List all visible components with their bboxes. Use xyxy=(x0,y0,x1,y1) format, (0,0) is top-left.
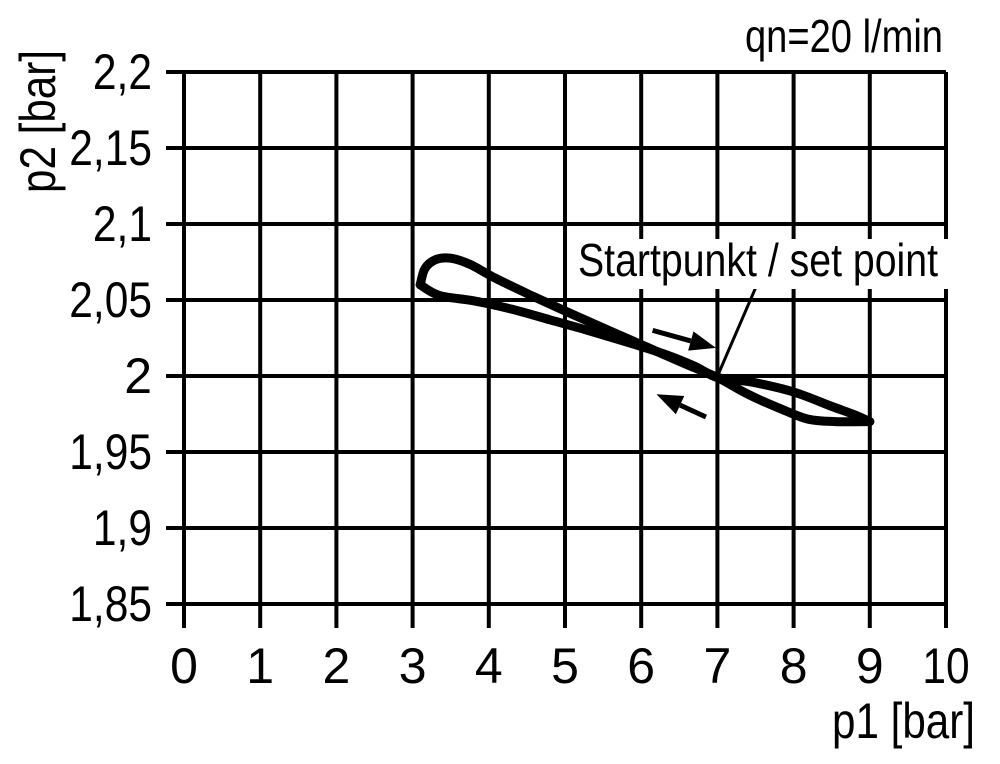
x-tick-label: 2 xyxy=(322,638,350,694)
y-tick-label: 2,1 xyxy=(93,196,152,252)
x-tick-label: 8 xyxy=(780,638,808,694)
setpoint-leader-line xyxy=(716,285,758,376)
hysteresis-curve xyxy=(415,253,875,427)
y-tick-label: 1,85 xyxy=(69,576,152,632)
x-tick-label: 7 xyxy=(703,638,731,694)
setpoint-annotation: Startpunkt / set point xyxy=(570,234,952,289)
x-tick-label: 6 xyxy=(627,638,655,694)
y-tick-label: 2 xyxy=(124,348,152,404)
arrow-head xyxy=(688,331,716,351)
y-tick-label: 2,15 xyxy=(69,120,152,176)
x-tick-label: 0 xyxy=(170,638,198,694)
x-tick-label: 4 xyxy=(475,638,503,694)
y-tick-label: 1,9 xyxy=(93,500,152,556)
y-tick-label: 1,95 xyxy=(69,424,152,480)
forward-direction-arrow xyxy=(651,327,716,351)
x-tick-label: 9 xyxy=(856,638,884,694)
x-tick-label: 10 xyxy=(922,638,969,694)
y-tick-label: 2,2 xyxy=(93,44,152,100)
arrow-shaft xyxy=(651,327,692,344)
x-axis-label: p1 [bar] xyxy=(832,693,975,749)
setpoint-label: Startpunkt / set point xyxy=(578,234,938,286)
y-tick-label: 2,05 xyxy=(69,272,152,328)
y-axis-label: p2 [bar] xyxy=(10,50,66,193)
x-tick-label: 3 xyxy=(399,638,427,694)
arrow-shaft xyxy=(679,402,708,420)
x-tick-label: 5 xyxy=(551,638,579,694)
direction-arrows xyxy=(651,327,716,420)
curve-branch xyxy=(415,253,875,427)
curve-branch xyxy=(415,280,875,427)
flow-rate-annotation: qn=20 l/min xyxy=(745,10,943,62)
grid xyxy=(166,70,948,628)
x-axis-tick-labels: 0 1 2 3 4 5 6 7 8 9 10 xyxy=(170,638,970,694)
return-direction-arrow xyxy=(656,394,708,420)
setpoint-label-background xyxy=(570,239,952,289)
arrow-head xyxy=(656,394,685,415)
y-axis-tick-labels: 2,2 2,15 2,1 2,05 2 1,95 1,9 1,85 xyxy=(69,44,152,632)
x-tick-label: 1 xyxy=(246,638,274,694)
